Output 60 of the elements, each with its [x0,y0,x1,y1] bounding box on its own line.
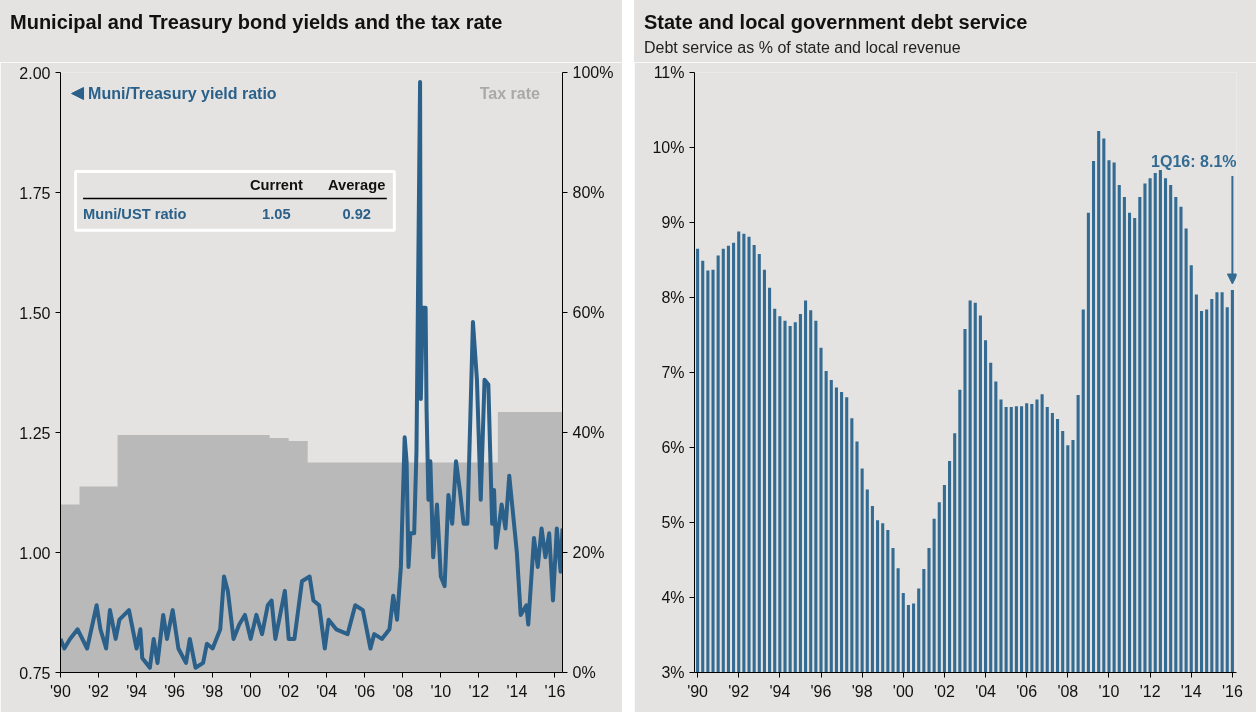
y2-tick-label: 100% [572,64,614,81]
annotation: 1.05 [262,205,291,222]
x-tick-label: '14 [1180,682,1202,700]
y-tick-label: 7% [661,364,685,381]
y-tick-label: 1.50 [19,304,51,322]
text: Tax rate [479,85,541,102]
annotation: Current [249,176,303,193]
x-tick-label: '94 [126,682,148,700]
x-tick-label: '90 [50,682,72,700]
y2-tick-label: 40% [572,424,605,441]
annotation: 1Q16: 8.1% [1151,153,1237,170]
y2-tick-label: 20% [572,544,605,561]
y-tick-label: 8% [661,289,685,306]
legend-label: Muni/Treasury yield ratio [88,85,277,102]
chart-title: State and local government debt service [644,10,1028,35]
x-tick-label: '00 [240,682,262,700]
y-tick-label: 11% [653,64,685,81]
x-tick-label: '12 [468,682,490,700]
y-tick-label: 6% [661,439,685,456]
x-tick-label: '10 [1098,682,1120,700]
x-tick-label: '10 [430,682,452,700]
y-tick-label: 2.00 [19,64,51,82]
y-tick-label: 9% [661,214,685,231]
y-tick-label: 4% [661,589,685,606]
x-tick-label: '92 [88,682,110,700]
chart-title: Municipal and Treasury bond yields and the tax rate [10,10,503,35]
x-tick-label: '00 [892,682,914,700]
annotation: Average [328,176,386,193]
x-tick-label: '06 [354,682,376,700]
y2-tick-label: 60% [572,304,605,321]
y-tick-label: 1.25 [19,424,51,442]
x-tick-label: '16 [544,682,566,700]
y-tick-label: 1.75 [19,184,51,202]
y-tick-label: 10% [652,139,685,156]
x-tick-label: '06 [1016,682,1038,700]
x-tick-label: '14 [506,682,528,700]
x-tick-label: '96 [810,682,832,700]
x-tick-label: '98 [851,682,873,700]
x-tick-label: '02 [933,682,955,700]
x-tick-label: '16 [1221,682,1243,700]
x-tick-label: '94 [769,682,791,700]
x-tick-label: '04 [316,682,338,700]
x-tick-label: '92 [728,682,750,700]
y-tick-label: 0.75 [19,664,51,682]
x-tick-label: '02 [278,682,300,700]
y-tick-label: 1.00 [19,544,51,562]
y2-tick-label: 0% [572,664,596,681]
y2-tick-label: 80% [572,184,605,201]
annotation: 0.92 [342,205,371,222]
x-tick-label: '08 [1057,682,1079,700]
x-tick-label: '04 [975,682,997,700]
annotation: Muni/UST ratio [83,205,187,222]
x-tick-label: '08 [392,682,414,700]
x-tick-label: '96 [164,682,186,700]
x-tick-label: '98 [202,682,224,700]
x-tick-label: '90 [687,682,709,700]
y-tick-label: 3% [661,664,685,681]
chart-subtitle: Debt service as % of state and local revenue [644,37,962,58]
y-tick-label: 5% [661,514,685,531]
x-tick-label: '12 [1139,682,1161,700]
